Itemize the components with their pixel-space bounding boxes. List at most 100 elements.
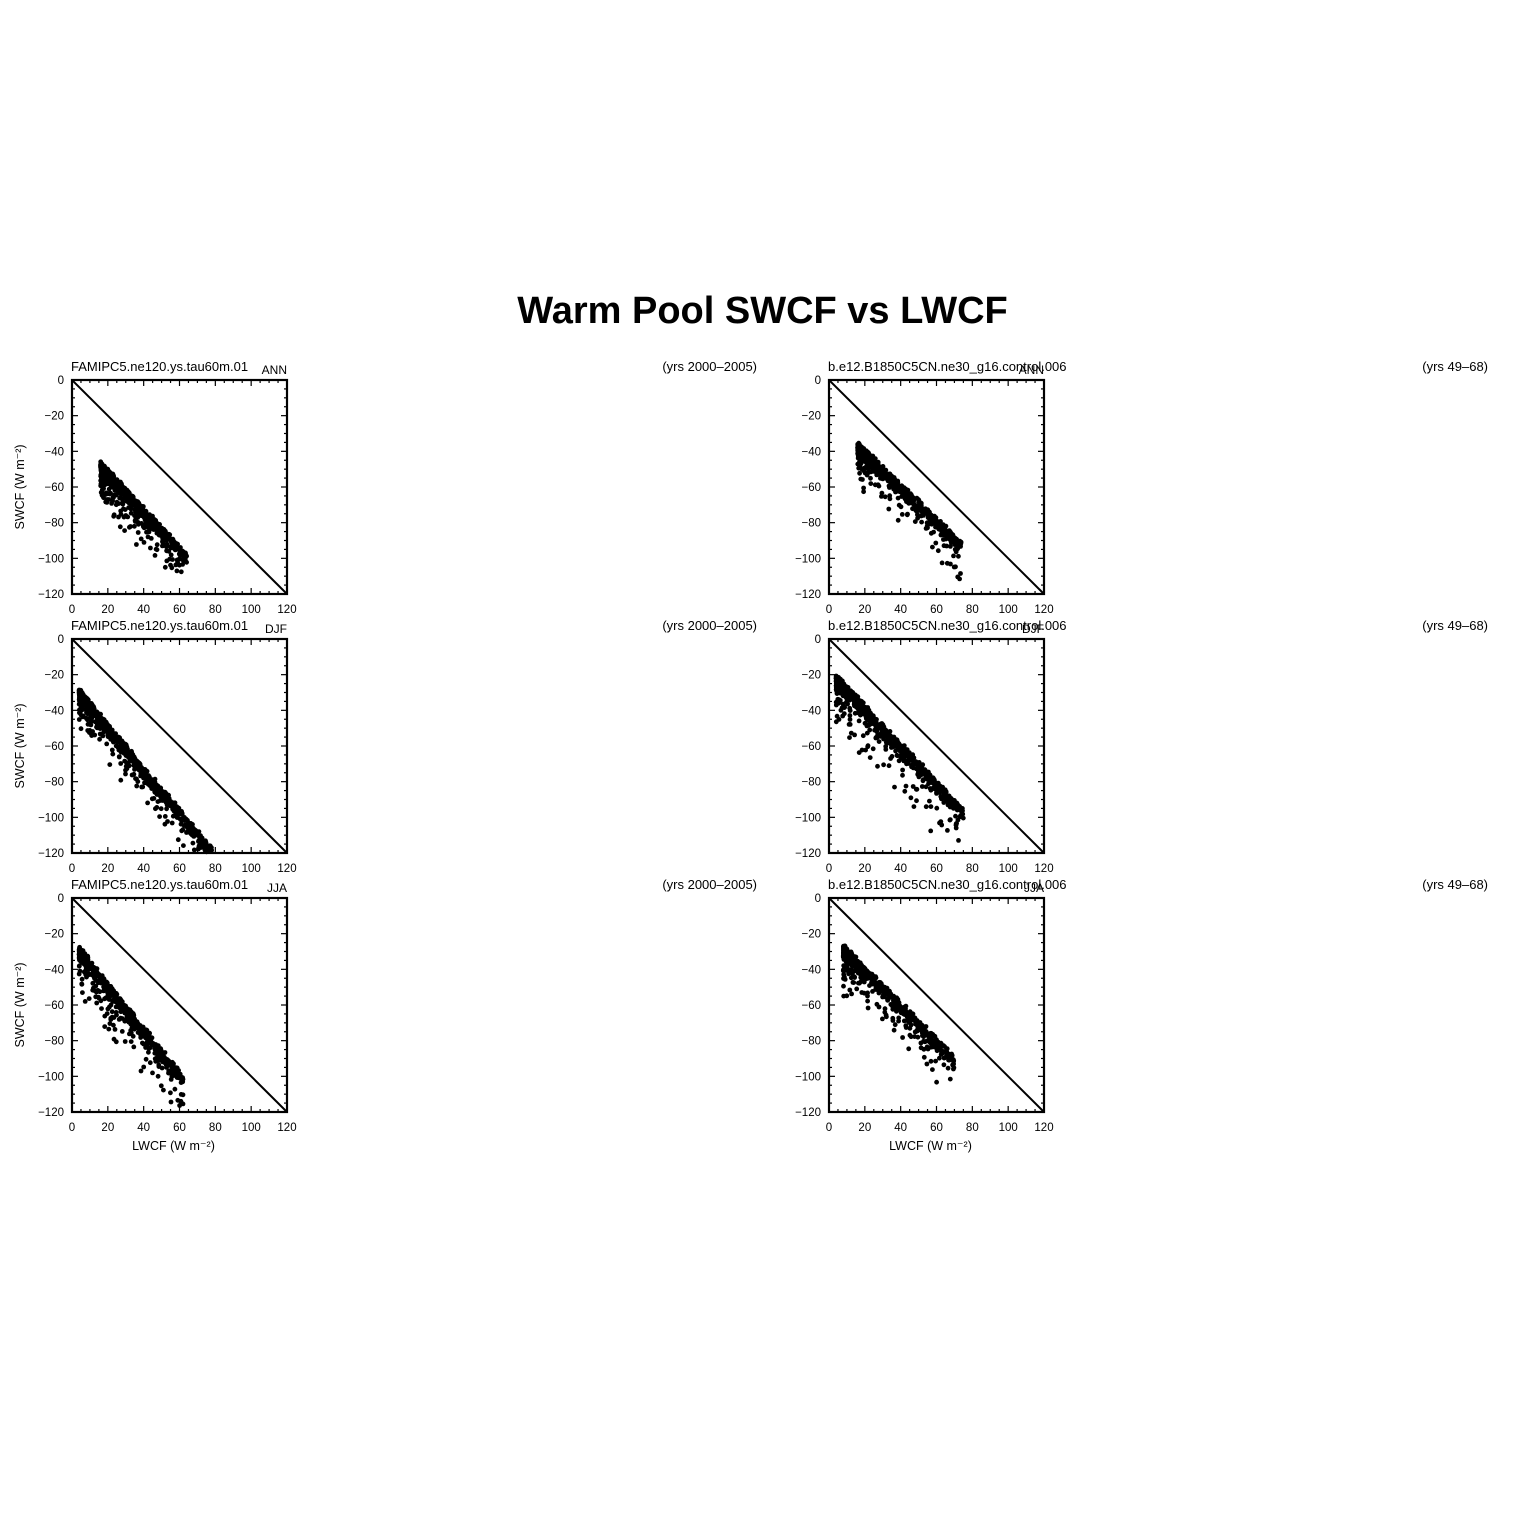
- data-point: [934, 1079, 939, 1085]
- data-point: [930, 1067, 935, 1072]
- data-point: [117, 524, 123, 530]
- data-point: [904, 1009, 910, 1015]
- data-point: [894, 1008, 899, 1014]
- data-point: [928, 1058, 934, 1064]
- y-axis-label: SWCF (W m⁻²): [13, 444, 27, 529]
- data-point: [956, 553, 961, 559]
- data-point: [921, 1054, 927, 1060]
- x-tick-label: 0: [69, 604, 75, 616]
- x-tick-label: 20: [101, 604, 114, 616]
- x-tick-label: 0: [826, 1122, 832, 1134]
- data-point: [918, 1025, 924, 1031]
- data-point: [852, 961, 858, 967]
- y-tick-label: −20: [44, 411, 64, 423]
- data-point: [882, 1006, 888, 1012]
- panel-case-name: b.e12.B1850C5CN.ne30_g16.control.006: [828, 359, 1067, 374]
- data-point: [180, 549, 186, 555]
- data-point: [162, 564, 168, 570]
- scatter-points: [840, 943, 957, 1085]
- panel-season-label: JJA: [1024, 881, 1044, 895]
- data-point: [119, 496, 125, 502]
- data-point: [958, 571, 963, 576]
- data-point: [850, 955, 855, 961]
- data-point: [928, 1030, 934, 1036]
- data-point: [906, 1046, 912, 1052]
- data-point: [153, 522, 159, 528]
- data-point: [170, 539, 176, 545]
- figure-title: Warm Pool SWCF vs LWCF: [517, 290, 1008, 332]
- data-point: [99, 487, 105, 493]
- data-point: [143, 511, 149, 517]
- y-tick-label: −60: [44, 482, 64, 494]
- data-point: [856, 980, 861, 986]
- data-point: [903, 1025, 909, 1030]
- data-point: [169, 565, 175, 571]
- data-point: [842, 977, 848, 982]
- data-point: [842, 968, 847, 973]
- data-point: [182, 558, 188, 564]
- data-point: [136, 521, 141, 527]
- data-point: [938, 1043, 944, 1049]
- x-tick-label: 40: [137, 604, 150, 616]
- data-point: [924, 1044, 930, 1050]
- y-tick-label: −80: [44, 518, 64, 530]
- x-tick-label: 60: [173, 604, 186, 616]
- data-point: [851, 980, 857, 985]
- data-point: [865, 1005, 871, 1011]
- data-point: [154, 547, 160, 553]
- axis-ticks: [71, 379, 288, 595]
- data-point: [116, 514, 121, 520]
- data-point: [100, 479, 106, 485]
- data-point: [99, 492, 105, 498]
- data-point: [168, 545, 174, 551]
- scatter-points: [855, 440, 964, 582]
- y-tick-label: −40: [801, 964, 821, 976]
- x-axis-label: LWCF (W m⁻²): [889, 1139, 972, 1153]
- data-point: [106, 486, 112, 492]
- data-point: [841, 993, 847, 999]
- data-point: [858, 962, 863, 968]
- data-point: [107, 480, 112, 486]
- data-point: [99, 470, 104, 476]
- scatter-points: [98, 459, 190, 575]
- data-point: [928, 1038, 934, 1044]
- data-point: [105, 468, 111, 474]
- data-point: [880, 984, 886, 989]
- data-point: [128, 524, 133, 529]
- data-point: [895, 517, 901, 523]
- data-point: [154, 542, 160, 548]
- data-point: [184, 553, 190, 559]
- x-tick-label: 60: [930, 1122, 943, 1134]
- data-point: [137, 503, 143, 508]
- data-point: [174, 568, 180, 574]
- data-point: [937, 1055, 942, 1061]
- data-point: [125, 514, 131, 520]
- x-tick-label: 100: [242, 604, 261, 616]
- data-point: [178, 569, 184, 575]
- y-tick-label: 0: [58, 375, 64, 387]
- data-point: [104, 497, 110, 502]
- y-tick-label: −120: [38, 589, 64, 601]
- data-point: [118, 492, 124, 497]
- data-point: [929, 1044, 935, 1050]
- data-point: [908, 1034, 914, 1040]
- data-point: [859, 973, 864, 979]
- data-point: [124, 488, 129, 494]
- data-point: [159, 526, 165, 532]
- data-point: [951, 1059, 956, 1064]
- panel-season-label: ANN: [1019, 363, 1044, 377]
- data-point: [944, 1046, 950, 1052]
- panel-years-label: (yrs 49–68): [1422, 359, 1488, 374]
- x-tick-label: 120: [277, 604, 296, 616]
- data-point: [924, 1032, 930, 1037]
- data-point: [893, 997, 899, 1003]
- data-point: [872, 482, 878, 488]
- data-point: [108, 471, 114, 477]
- data-point: [145, 534, 151, 540]
- data-point: [112, 492, 117, 498]
- data-point: [134, 542, 139, 547]
- data-point: [124, 493, 129, 499]
- data-point: [891, 1027, 897, 1033]
